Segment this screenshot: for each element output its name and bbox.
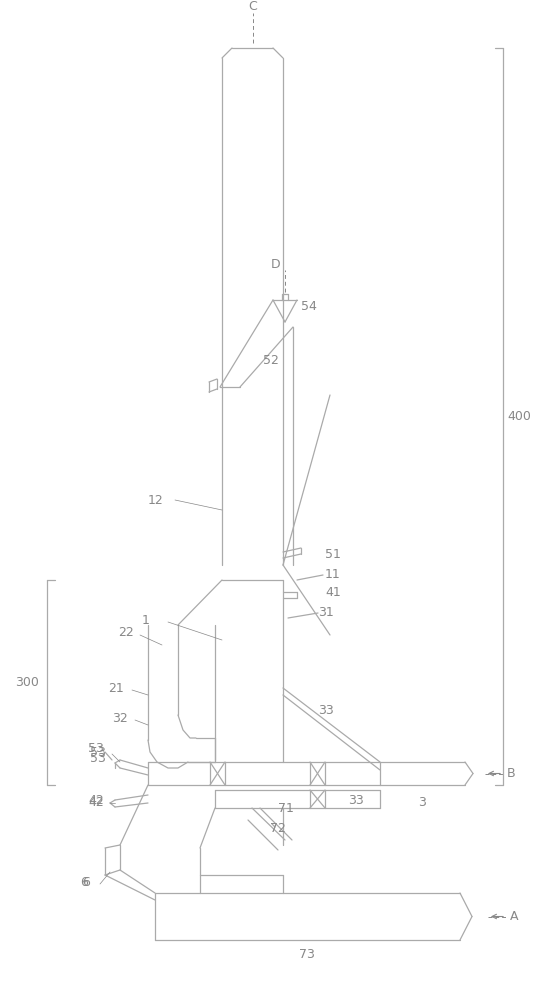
Text: 54: 54 xyxy=(301,300,317,314)
Text: D: D xyxy=(271,258,281,271)
Text: 300: 300 xyxy=(15,676,39,689)
Text: 52: 52 xyxy=(263,354,279,366)
Text: 12: 12 xyxy=(148,493,164,506)
Text: 42: 42 xyxy=(88,794,104,806)
Text: 400: 400 xyxy=(507,410,531,423)
Text: C: C xyxy=(248,0,257,12)
Text: 21: 21 xyxy=(108,682,124,694)
Text: 72: 72 xyxy=(270,822,286,834)
Text: B: B xyxy=(507,767,516,780)
Text: 71: 71 xyxy=(278,802,294,814)
Text: 22: 22 xyxy=(118,626,134,639)
Text: 53: 53 xyxy=(90,746,106,758)
Text: 73: 73 xyxy=(299,948,315,960)
Text: 41: 41 xyxy=(325,586,341,599)
Text: 6: 6 xyxy=(82,876,90,888)
Text: 3: 3 xyxy=(418,796,426,808)
Text: 33: 33 xyxy=(318,704,334,716)
Text: 53: 53 xyxy=(90,752,106,764)
Text: 31: 31 xyxy=(318,605,334,618)
Text: 51: 51 xyxy=(325,548,341,560)
Text: 33: 33 xyxy=(348,794,364,806)
Text: 32: 32 xyxy=(112,712,128,724)
Text: 53: 53 xyxy=(88,742,104,754)
Text: 1: 1 xyxy=(142,613,150,626)
Text: 11: 11 xyxy=(325,568,341,580)
Text: 6: 6 xyxy=(80,876,88,888)
Text: A: A xyxy=(510,910,518,923)
Text: 42: 42 xyxy=(88,796,104,808)
